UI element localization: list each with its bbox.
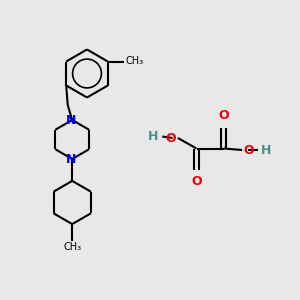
Text: CH₃: CH₃ bbox=[63, 242, 81, 252]
Text: O: O bbox=[166, 131, 176, 145]
Text: H: H bbox=[148, 130, 159, 143]
Text: O: O bbox=[191, 175, 202, 188]
Text: N: N bbox=[65, 152, 76, 166]
Text: CH₃: CH₃ bbox=[126, 56, 144, 67]
Text: N: N bbox=[65, 113, 76, 127]
Text: O: O bbox=[218, 109, 229, 122]
Text: O: O bbox=[244, 143, 254, 157]
Text: H: H bbox=[261, 143, 272, 157]
